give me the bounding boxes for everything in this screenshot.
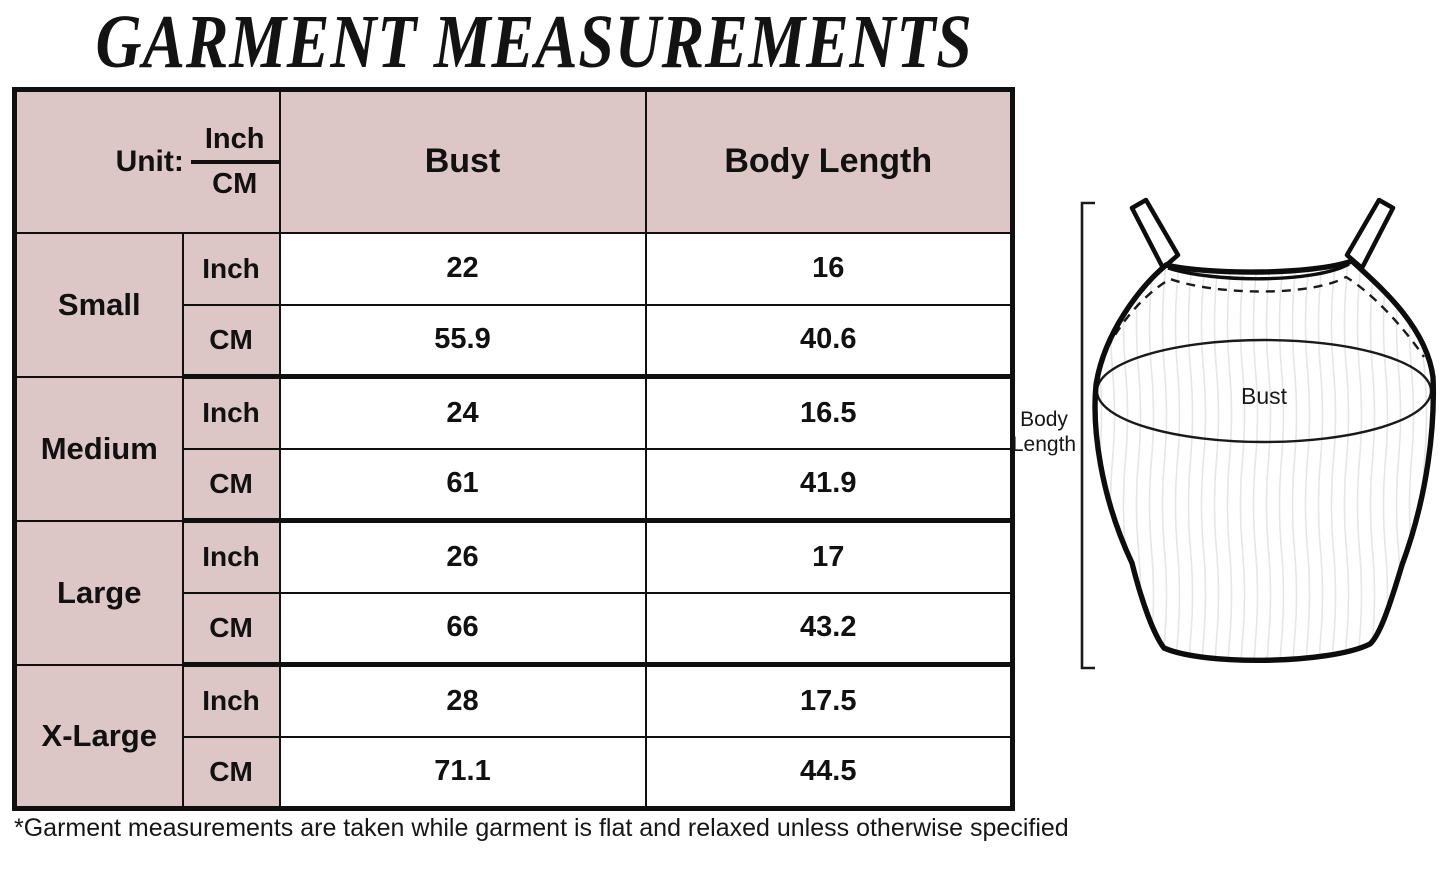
value-medium-length-cm: 41.9: [644, 447, 1014, 523]
value-xlarge-bust-inch: 28: [278, 663, 647, 738]
table-row: Small Inch 22 16: [13, 231, 1014, 378]
table-row: Large Inch 26 17: [13, 519, 1014, 666]
row-unit-inch: Inch: [181, 519, 281, 594]
left-strap: [1129, 197, 1181, 271]
value-xlarge-length-cm: 44.5: [644, 735, 1014, 811]
value-xlarge-length-inch: 17.5: [644, 663, 1014, 738]
row-unit-inch: Inch: [181, 663, 281, 738]
header-row: Unit: Inch CM Bust Body Length: [13, 88, 1014, 234]
right-strap: [1344, 197, 1396, 271]
value-large-length-cm: 43.2: [644, 591, 1014, 667]
table-row: Medium Inch 24 16.5: [13, 375, 1014, 522]
garment-diagram: Bust: [1080, 197, 1436, 670]
size-label-x-large: X-Large: [13, 663, 184, 810]
column-header-bust: Bust: [278, 88, 647, 234]
body-length-label: Body Length: [1010, 407, 1078, 457]
column-header-body-length: Body Length: [644, 88, 1014, 234]
row-unit-cm: CM: [181, 447, 281, 523]
value-large-length-inch: 17: [644, 519, 1014, 594]
size-label-medium: Medium: [13, 375, 184, 522]
table-row: X-Large Inch 28 17.5: [13, 663, 1014, 810]
page-title-wrap: GARMENT MEASUREMENTS: [12, 2, 1010, 84]
unit-header-cell: Unit: Inch CM: [13, 88, 281, 234]
value-xlarge-bust-cm: 71.1: [278, 735, 647, 811]
value-medium-bust-cm: 61: [278, 447, 647, 523]
row-unit-cm: CM: [181, 303, 281, 379]
row-unit-cm: CM: [181, 735, 281, 811]
value-medium-length-inch: 16.5: [644, 375, 1014, 450]
table-row: CM 55.9 40.6: [15, 303, 1014, 379]
body-length-bracket: [1080, 201, 1095, 670]
table-row: CM 66 43.2: [15, 591, 1014, 667]
size-chart-table: Unit: Inch CM Bust Body Length Small Inc…: [12, 87, 1015, 811]
unit-label: Unit:: [115, 144, 184, 178]
unit-inch-label: Inch: [190, 123, 278, 164]
value-large-bust-inch: 26: [278, 519, 647, 594]
table-row: CM 71.1 44.5: [15, 735, 1014, 811]
value-small-length-inch: 16: [644, 231, 1014, 306]
footnote: *Garment measurements are taken while ga…: [14, 814, 1069, 842]
unit-cm-label: CM: [212, 167, 258, 200]
table-row: CM 61 41.9: [15, 447, 1014, 523]
value-small-length-cm: 40.6: [644, 303, 1014, 379]
neckband-inner-line: [1167, 262, 1350, 281]
value-medium-bust-inch: 24: [278, 375, 647, 450]
body-length-label-line2: Length: [1011, 433, 1077, 456]
row-unit-inch: Inch: [181, 375, 281, 450]
unit-fraction: Inch CM: [190, 123, 278, 201]
dashed-neckline: [1098, 275, 1425, 364]
size-label-small: Small: [13, 231, 184, 378]
garment-body-outline: [1092, 258, 1436, 664]
page-title: GARMENT MEASUREMENTS: [95, 0, 973, 84]
bust-label: Bust: [1241, 383, 1288, 409]
value-small-bust-inch: 22: [278, 231, 647, 306]
row-unit-cm: CM: [181, 591, 281, 667]
garment-body-ribs: [1095, 261, 1434, 661]
value-large-bust-cm: 66: [278, 591, 647, 667]
row-unit-inch: Inch: [181, 231, 281, 306]
value-small-bust-cm: 55.9: [278, 303, 647, 379]
size-label-large: Large: [13, 519, 184, 666]
body-length-label-line1: Body: [1020, 408, 1068, 431]
